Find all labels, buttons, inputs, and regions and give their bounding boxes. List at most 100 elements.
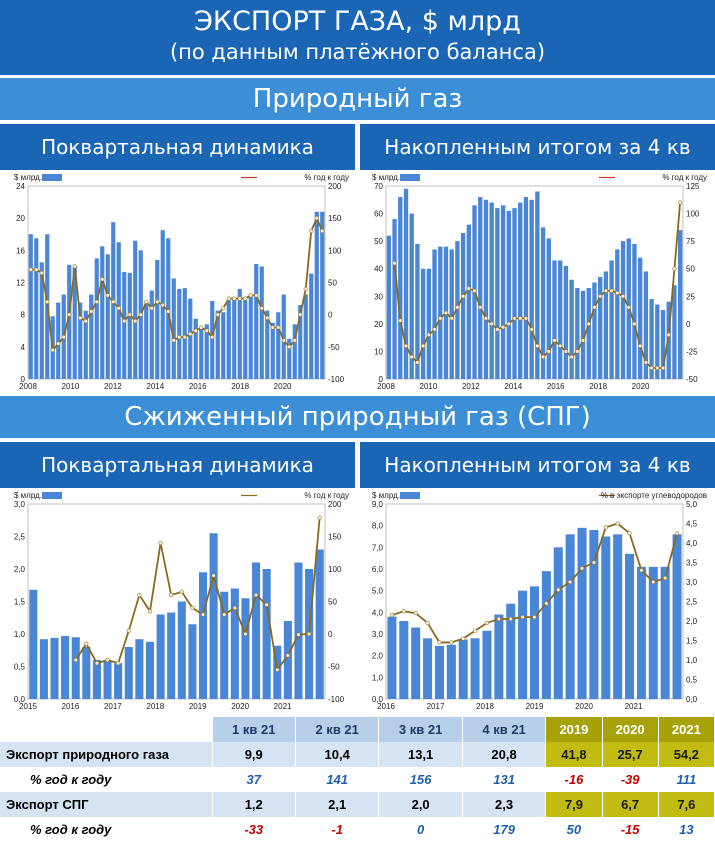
data-bar bbox=[558, 260, 563, 379]
data-point bbox=[243, 631, 248, 637]
data-point bbox=[89, 309, 94, 314]
data-point bbox=[276, 325, 281, 330]
data-point bbox=[137, 592, 142, 598]
y-tick-label: 2,5 bbox=[14, 533, 26, 542]
data-point bbox=[639, 568, 644, 573]
data-bar bbox=[28, 234, 33, 379]
y2-tick-label: 75 bbox=[686, 237, 695, 246]
data-bar bbox=[105, 254, 110, 379]
row-label: % год к году bbox=[0, 767, 213, 792]
data-bar bbox=[565, 534, 575, 699]
data-bar bbox=[577, 527, 587, 699]
data-bar bbox=[432, 249, 437, 379]
data-point bbox=[182, 335, 187, 340]
data-point bbox=[94, 299, 99, 304]
data-point bbox=[420, 343, 426, 349]
data-point bbox=[627, 531, 632, 536]
data-bar bbox=[283, 621, 292, 699]
y2-tick-label: 25 bbox=[686, 292, 695, 301]
x-tick-label: 2019 bbox=[189, 702, 207, 711]
data-point bbox=[508, 616, 513, 622]
y2-tick-label: 100 bbox=[686, 210, 700, 219]
data-point bbox=[94, 661, 100, 666]
data-bar bbox=[609, 260, 614, 379]
y-tick-label: 20 bbox=[374, 320, 383, 329]
data-point bbox=[489, 321, 494, 327]
x-tick-label: 2016 bbox=[189, 382, 207, 391]
y-tick-label: 9,0 bbox=[372, 500, 384, 509]
data-point bbox=[237, 296, 242, 301]
data-point bbox=[579, 566, 585, 571]
data-bar bbox=[637, 257, 643, 379]
x-tick-label: 2020 bbox=[632, 382, 650, 391]
data-point bbox=[84, 641, 89, 646]
data-bar bbox=[449, 249, 454, 379]
data-bar bbox=[89, 294, 94, 379]
y2-tick-label: -50 bbox=[686, 375, 698, 384]
data-point bbox=[265, 315, 270, 321]
y-tick-label: 6,0 bbox=[372, 565, 384, 574]
data-bar bbox=[61, 635, 70, 699]
data-point bbox=[483, 316, 489, 321]
table-cell: -15 bbox=[602, 817, 659, 842]
data-point bbox=[149, 306, 154, 311]
x-tick-label: 2016 bbox=[547, 382, 565, 391]
data-bar bbox=[601, 536, 611, 699]
row-label: Экспорт СПГ bbox=[0, 792, 213, 817]
table-row: Экспорт природного газа 9,9 10,4 13,1 20… bbox=[0, 742, 715, 767]
data-bar bbox=[592, 282, 597, 379]
panel-title-gas-quarterly: Поквартальная динамика bbox=[0, 124, 355, 170]
data-bar bbox=[563, 265, 569, 379]
data-point bbox=[177, 335, 182, 340]
data-bar bbox=[39, 639, 48, 699]
table-corner bbox=[0, 717, 213, 742]
data-bar bbox=[552, 260, 557, 379]
data-bar bbox=[309, 273, 314, 379]
table-row: Экспорт СПГ 1,2 2,1 2,0 2,3 7,9 6,7 7,6 bbox=[0, 792, 715, 817]
data-point bbox=[532, 614, 537, 620]
data-point bbox=[389, 613, 395, 618]
data-point bbox=[398, 318, 403, 323]
x-tick-label: 2020 bbox=[231, 702, 249, 711]
table-row: % год к году -33 -1 0 179 50 -15 13 bbox=[0, 817, 715, 842]
data-bar bbox=[34, 238, 39, 379]
y-tick-label: 3,0 bbox=[14, 500, 26, 509]
data-bar bbox=[636, 566, 646, 699]
data-bar bbox=[415, 243, 420, 379]
table-header: 2 кв 21 bbox=[295, 717, 380, 742]
legend-bar-swatch bbox=[400, 492, 420, 499]
data-point bbox=[221, 306, 226, 311]
data-bar bbox=[39, 262, 44, 379]
data-point bbox=[484, 620, 490, 626]
data-point bbox=[540, 354, 546, 360]
data-point bbox=[472, 288, 477, 293]
data-point bbox=[401, 609, 406, 614]
data-bar bbox=[265, 310, 270, 379]
table-cell: 2,3 bbox=[462, 792, 547, 817]
data-point bbox=[403, 343, 409, 349]
data-point bbox=[567, 579, 573, 585]
data-bar bbox=[625, 553, 635, 699]
data-bar bbox=[598, 276, 603, 379]
data-bar bbox=[124, 647, 133, 699]
y2-tick-label: 100 bbox=[328, 246, 342, 255]
y2-tick-label: 100 bbox=[328, 565, 342, 574]
data-point bbox=[188, 331, 193, 337]
x-tick-label: 2015 bbox=[19, 702, 37, 711]
y-tick-label: 60 bbox=[374, 210, 383, 219]
data-bar bbox=[83, 310, 88, 379]
x-tick-label: 2014 bbox=[146, 382, 164, 391]
data-point bbox=[34, 267, 39, 272]
data-point bbox=[655, 365, 660, 371]
y2-tick-label: 5,0 bbox=[686, 500, 698, 509]
data-point bbox=[179, 589, 184, 594]
data-bar bbox=[458, 639, 468, 699]
panel-title-lng-cumulative: Накопленным итогом за 4 кв bbox=[360, 442, 715, 488]
table-cell: -16 bbox=[545, 767, 603, 792]
y-tick-label: 16 bbox=[16, 246, 25, 255]
data-bar bbox=[615, 249, 620, 379]
data-bar bbox=[167, 612, 176, 699]
data-bar bbox=[248, 294, 253, 379]
data-point bbox=[575, 349, 580, 354]
data-point bbox=[232, 605, 237, 611]
